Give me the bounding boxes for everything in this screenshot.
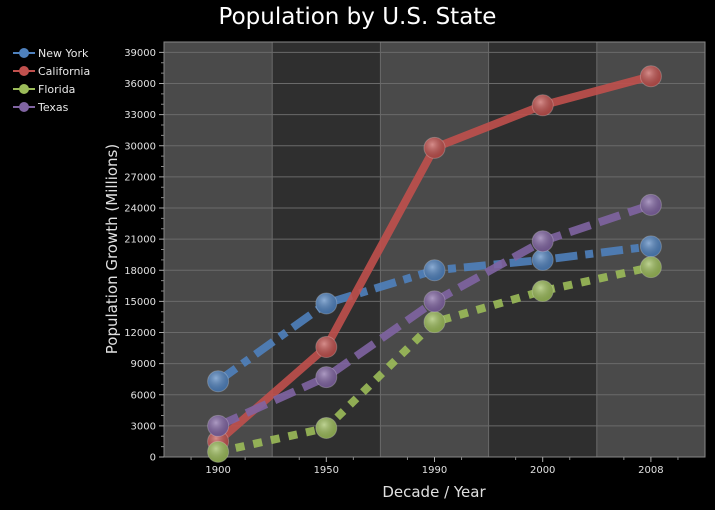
y-tick-label: 27000 <box>124 172 156 183</box>
y-tick-label: 33000 <box>124 110 156 121</box>
marker-shade <box>207 370 229 392</box>
series-line-florida <box>217 263 652 456</box>
legend-swatch-icon <box>13 66 35 76</box>
x-tick-label: 1900 <box>205 465 230 476</box>
data-point-new-york[interactable] <box>423 259 446 282</box>
data-point-texas[interactable] <box>531 230 554 253</box>
y-tick-label: 24000 <box>124 204 156 215</box>
marker-shade <box>640 194 662 216</box>
x-tick-label: 2000 <box>530 465 555 476</box>
data-point-texas[interactable] <box>639 193 662 216</box>
legend-label: Texas <box>38 100 69 114</box>
legend-label: New York <box>38 46 89 60</box>
y-axis-title: Population Growth (Millions) <box>103 144 121 354</box>
legend-item-texas[interactable]: Texas <box>12 98 90 116</box>
marker-shade <box>532 249 554 271</box>
x-tick-label: 2008 <box>638 465 663 476</box>
marker-shade <box>315 366 337 388</box>
x-axis-title: Decade / Year <box>382 483 486 501</box>
legend-item-new-york[interactable]: New York <box>12 44 90 62</box>
legend-swatch-marker <box>19 48 29 58</box>
marker-shade <box>640 65 662 87</box>
marker-shade <box>424 311 445 333</box>
y-tick-label: 39000 <box>124 48 156 59</box>
marker-shade <box>315 417 337 439</box>
marker-shade <box>532 280 554 302</box>
legend-label: California <box>38 64 91 78</box>
marker-shade <box>207 415 229 437</box>
data-point-texas[interactable] <box>423 290 446 313</box>
data-point-california[interactable] <box>531 94 554 117</box>
marker-shade <box>424 137 445 159</box>
data-point-florida[interactable] <box>639 256 662 279</box>
data-point-new-york[interactable] <box>531 248 554 271</box>
y-tick-label: 12000 <box>124 328 156 339</box>
legend-swatch-marker <box>19 102 29 112</box>
legend-swatch-marker <box>19 84 29 94</box>
data-point-california[interactable] <box>423 136 446 159</box>
y-tick-label: 21000 <box>124 235 156 246</box>
legend-swatch-icon <box>13 102 35 112</box>
y-tick-label: 0 <box>150 453 156 464</box>
y-tick-label: 18000 <box>124 266 156 277</box>
x-tick-label: 1990 <box>422 465 447 476</box>
data-point-texas[interactable] <box>207 414 230 437</box>
y-tick-label: 15000 <box>124 297 156 308</box>
legend: New York California Florida Texas <box>12 44 90 116</box>
marker-shade <box>532 94 554 116</box>
data-point-texas[interactable] <box>315 366 338 389</box>
marker-shade <box>532 230 554 252</box>
marker-shade <box>207 441 229 463</box>
y-tick-label: 3000 <box>131 421 156 432</box>
marker-shade <box>424 259 445 281</box>
data-point-new-york[interactable] <box>639 235 662 258</box>
data-point-new-york[interactable] <box>207 370 230 393</box>
data-point-california[interactable] <box>639 65 662 88</box>
y-tick-label: 9000 <box>131 359 156 370</box>
data-point-florida[interactable] <box>423 311 446 334</box>
data-point-florida[interactable] <box>207 440 230 463</box>
data-point-california[interactable] <box>315 336 338 359</box>
marker-shade <box>315 292 337 314</box>
chart-title: Population by U.S. State <box>218 4 497 30</box>
y-tick-label: 36000 <box>124 79 156 90</box>
data-point-new-york[interactable] <box>315 292 338 315</box>
marker-shade <box>640 256 662 278</box>
marker-shade <box>424 290 445 312</box>
marker-shade <box>640 235 662 257</box>
data-point-florida[interactable] <box>315 416 338 439</box>
legend-swatch-marker <box>19 66 29 76</box>
legend-swatch-icon <box>13 48 35 58</box>
plot-band <box>380 42 489 457</box>
legend-item-florida[interactable]: Florida <box>12 80 90 98</box>
y-tick-label: 6000 <box>131 390 156 401</box>
x-tick-label: 1950 <box>314 465 339 476</box>
legend-swatch-icon <box>13 84 35 94</box>
marker-shade <box>315 336 337 358</box>
legend-item-california[interactable]: California <box>12 62 90 80</box>
legend-label: Florida <box>38 82 76 96</box>
y-tick-label: 30000 <box>124 141 156 152</box>
data-point-florida[interactable] <box>531 280 554 302</box>
